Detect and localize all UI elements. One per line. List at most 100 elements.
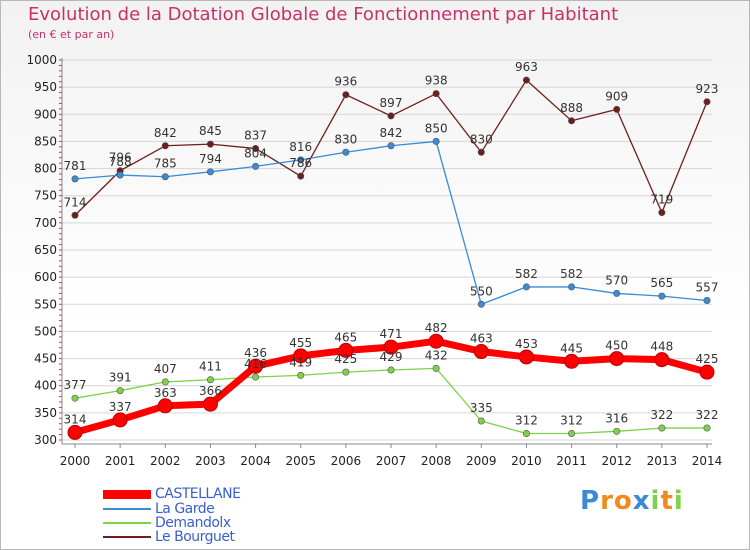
data-label: 448 — [650, 340, 673, 354]
data-point — [522, 283, 530, 291]
y-tick-label: 900 — [34, 107, 57, 121]
data-point — [342, 148, 350, 156]
data-point — [252, 144, 260, 152]
data-point — [522, 429, 530, 437]
data-point — [293, 348, 309, 364]
legend-swatch — [103, 508, 151, 510]
data-point — [71, 175, 79, 183]
data-label: 377 — [64, 378, 87, 392]
x-tick-label: 2001 — [105, 454, 136, 468]
data-point — [161, 378, 169, 386]
data-point — [206, 168, 214, 176]
data-point — [613, 105, 621, 113]
data-point — [387, 112, 395, 120]
y-tick-label: 600 — [34, 270, 57, 284]
proxiti-logo: Proxiti — [580, 486, 684, 516]
data-point — [383, 339, 399, 355]
data-label: 455 — [289, 336, 312, 350]
data-point — [703, 296, 711, 304]
data-label: 837 — [244, 128, 267, 142]
data-label: 465 — [334, 330, 357, 344]
legend-swatch — [103, 522, 151, 524]
data-point — [202, 396, 218, 412]
data-label: 888 — [560, 101, 583, 115]
data-point — [432, 364, 440, 372]
data-point — [297, 156, 305, 164]
data-label: 816 — [289, 140, 312, 154]
logo-letter: x — [632, 486, 651, 516]
logo-letter: i — [650, 486, 661, 516]
data-point — [477, 300, 485, 308]
data-label: 407 — [154, 362, 177, 376]
data-point — [297, 371, 305, 379]
data-label: 416 — [244, 357, 267, 371]
data-point — [477, 148, 485, 156]
x-tick-label: 2007 — [376, 454, 407, 468]
data-label: 482 — [425, 321, 448, 335]
data-label: 557 — [696, 280, 719, 294]
data-label: 550 — [470, 284, 493, 298]
y-tick-label: 350 — [34, 406, 57, 420]
data-label: 425 — [334, 352, 357, 366]
x-tick-label: 2008 — [421, 454, 452, 468]
data-label: 850 — [425, 121, 448, 135]
data-point — [477, 417, 485, 425]
data-point — [112, 412, 128, 428]
data-point — [206, 140, 214, 148]
legend-swatch — [103, 536, 151, 538]
legend-item-demandolx[interactable]: Demandolx — [103, 516, 231, 530]
data-label: 582 — [515, 267, 538, 281]
data-point — [161, 142, 169, 150]
data-point — [658, 209, 666, 217]
data-label: 842 — [154, 126, 177, 140]
data-point — [658, 424, 666, 432]
y-tick-label: 550 — [34, 297, 57, 311]
x-tick-label: 2002 — [150, 454, 181, 468]
data-label: 314 — [64, 412, 87, 426]
y-tick-label: 650 — [34, 243, 57, 257]
data-label: 788 — [109, 155, 132, 169]
data-label: 337 — [109, 400, 132, 414]
x-tick-label: 2013 — [647, 454, 678, 468]
data-point — [703, 98, 711, 106]
data-label: 796 — [109, 151, 132, 165]
legend-item-la-garde[interactable]: La Garde — [103, 502, 215, 516]
data-point — [658, 292, 666, 300]
data-point — [613, 427, 621, 435]
data-label: 830 — [470, 132, 493, 146]
data-point — [116, 171, 124, 179]
data-label: 463 — [470, 332, 493, 346]
data-point — [252, 162, 260, 170]
data-point — [432, 137, 440, 145]
data-label: 450 — [605, 339, 628, 353]
legend-item-castellane[interactable]: CASTELLANE — [103, 486, 241, 502]
data-point — [248, 358, 264, 374]
y-tick-label: 450 — [34, 352, 57, 366]
legend-label: Le Bourguet — [155, 529, 235, 545]
data-point — [564, 353, 580, 369]
logo-letter: i — [673, 486, 684, 516]
data-label: 453 — [515, 337, 538, 351]
data-label: 842 — [380, 126, 403, 140]
data-label: 429 — [380, 350, 403, 364]
data-label: 938 — [425, 74, 448, 88]
x-tick-label: 2005 — [285, 454, 316, 468]
data-label: 897 — [380, 96, 403, 110]
y-tick-label: 850 — [34, 134, 57, 148]
data-point — [613, 289, 621, 297]
data-label: 432 — [425, 348, 448, 362]
legend-label: CASTELLANE — [155, 486, 241, 502]
data-point — [206, 376, 214, 384]
data-label: 804 — [244, 146, 267, 160]
data-label: 411 — [199, 360, 222, 374]
x-tick-label: 2006 — [331, 454, 362, 468]
data-label: 781 — [64, 159, 87, 173]
chart-subtitle: (en € et par an) — [28, 28, 115, 41]
legend-item-le-bourguet[interactable]: Le Bourguet — [103, 530, 235, 544]
y-tick-label: 1000 — [26, 53, 57, 67]
data-point — [342, 368, 350, 376]
y-tick-label: 300 — [34, 433, 57, 447]
data-label: 570 — [605, 273, 628, 287]
data-label: 786 — [289, 156, 312, 170]
